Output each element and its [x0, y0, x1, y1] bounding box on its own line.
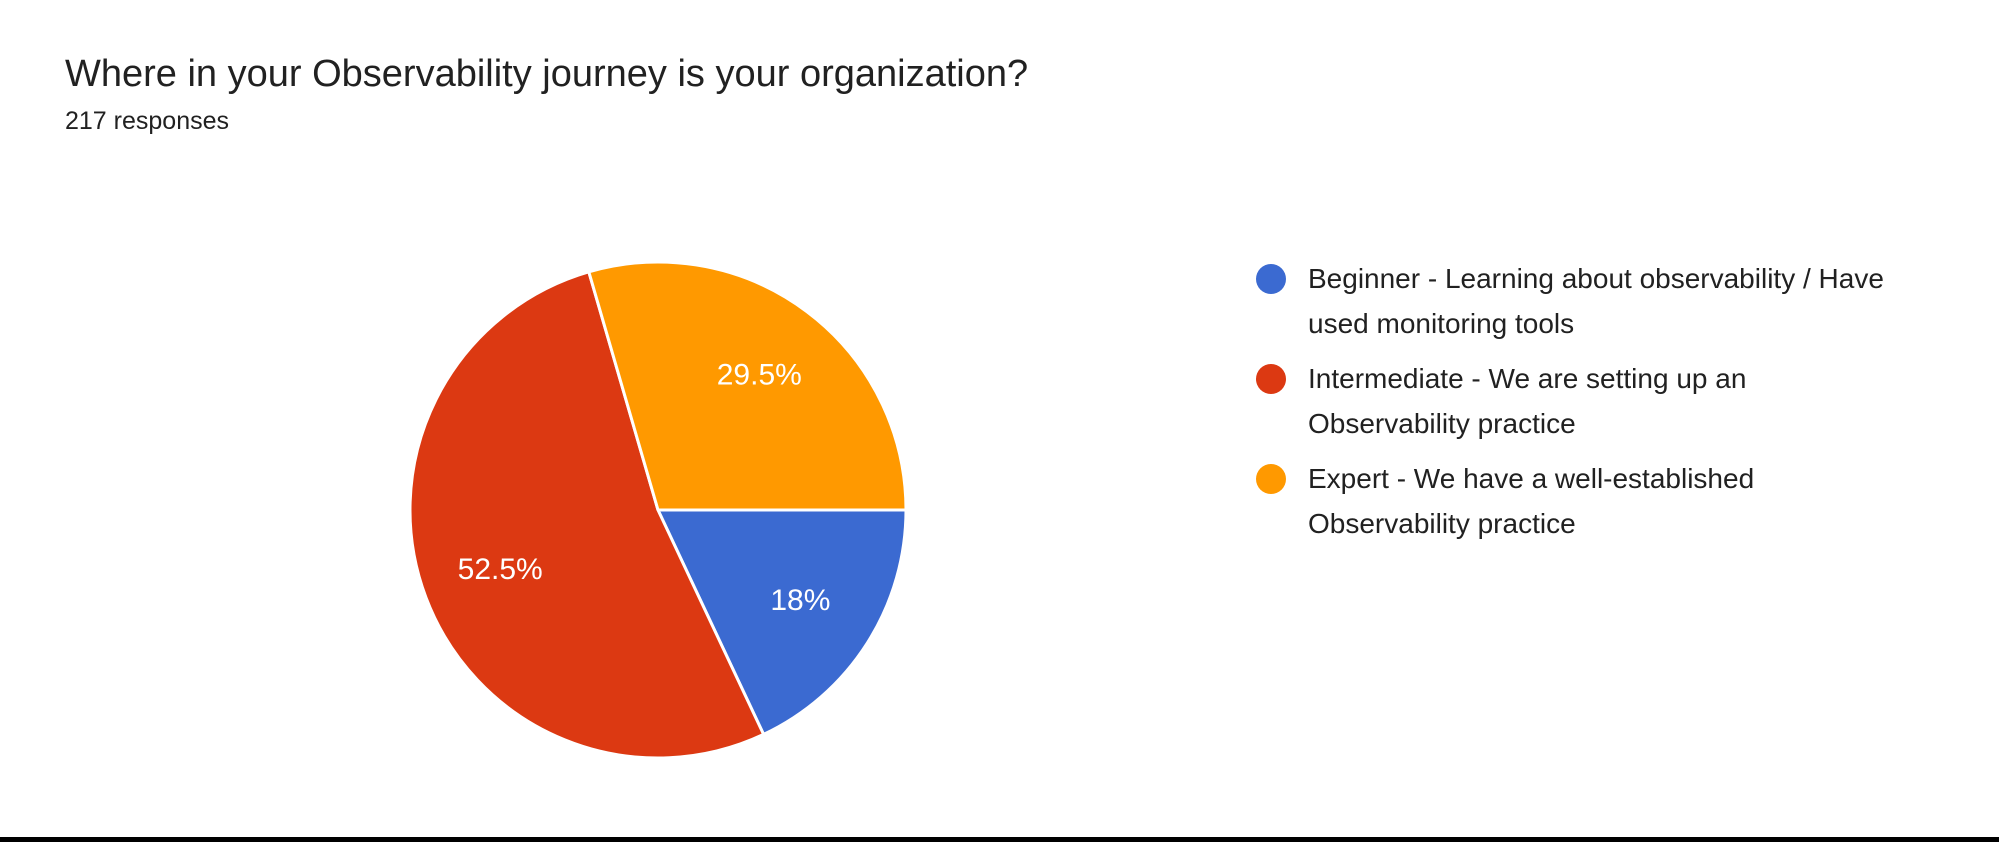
bottom-edge-bar	[0, 837, 1999, 842]
legend-item-intermediate: Intermediate - We are setting up an Obse…	[1256, 356, 1906, 446]
pie-slice-label-2: 29.5%	[717, 359, 802, 392]
pie-chart-svg: 18% 52.5% 29.5%	[408, 260, 908, 760]
pie-slice-1	[408, 270, 766, 760]
legend-item-expert: Expert - We have a well-established Obse…	[1256, 456, 1906, 546]
legend-label-beginner: Beginner - Learning about observability …	[1308, 263, 1884, 339]
pie-slice-0	[656, 508, 908, 736]
pie-chart: 18% 52.5% 29.5%	[405, 257, 911, 763]
pie-slice-2	[587, 260, 908, 512]
legend-item-beginner: Beginner - Learning about observability …	[1256, 256, 1906, 346]
responses-count: 217 responses	[65, 107, 230, 135]
legend-dot-expert	[1256, 464, 1286, 494]
legend-dot-intermediate	[1256, 364, 1286, 394]
legend-dot-beginner	[1256, 264, 1286, 294]
pie-slice-label-0: 18%	[770, 584, 830, 617]
legend-label-expert: Expert - We have a well-established Obse…	[1308, 463, 1755, 539]
legend-label-intermediate: Intermediate - We are setting up an Obse…	[1308, 363, 1747, 439]
chart-title: Where in your Observability journey is y…	[65, 53, 1029, 95]
pie-slice-label-1: 52.5%	[458, 553, 543, 586]
chart-legend: Beginner - Learning about observability …	[1256, 256, 1906, 556]
